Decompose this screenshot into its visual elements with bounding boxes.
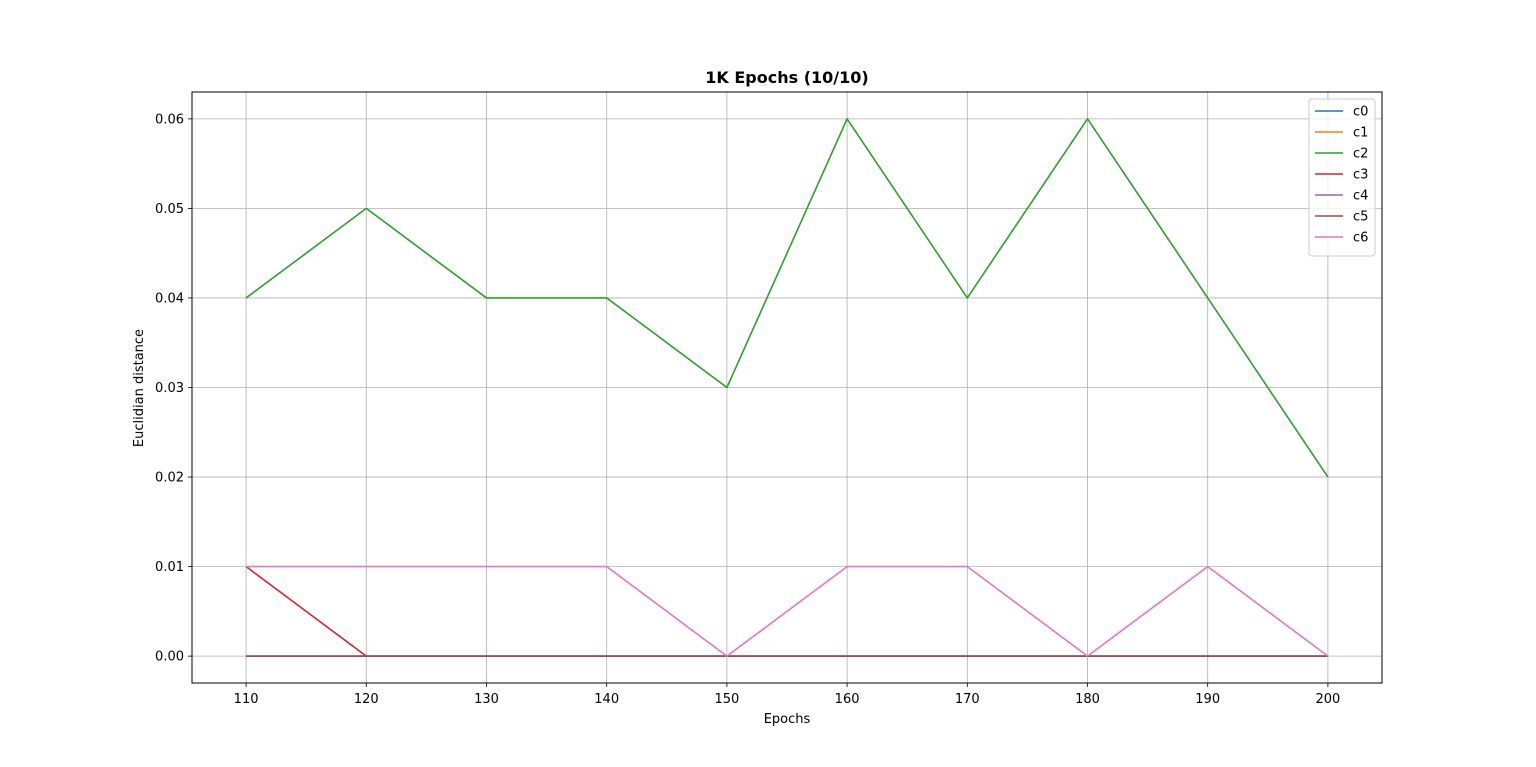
x-tick-label: 200 (1315, 692, 1340, 707)
legend-label-c3: c3 (1353, 168, 1368, 183)
x-tick-label: 170 (955, 692, 980, 707)
y-tick-label: 0.00 (155, 650, 184, 665)
x-tick-label: 150 (714, 692, 739, 707)
series-line-c6 (246, 565, 1329, 657)
series-lines (245, 118, 1329, 657)
legend-label-c2: c2 (1353, 147, 1368, 162)
chart-title: 1K Epochs (10/10) (705, 68, 868, 87)
series-line-c2 (245, 118, 1329, 478)
y-tick-label: 0.05 (155, 202, 184, 217)
y-tick-label: 0.02 (155, 471, 184, 486)
x-tick-label: 190 (1195, 692, 1220, 707)
legend-label-c0: c0 (1353, 105, 1368, 120)
legend: c0 c1 c2 c3 c4 c5 c6 (1308, 98, 1376, 257)
y-axis-label: Euclidian distance (132, 329, 147, 447)
x-tick-label: 160 (835, 692, 860, 707)
x-axis-label: Epochs (764, 712, 811, 727)
x-axis-ticks: 110 120 130 140 150 160 170 180 190 200 (234, 683, 1340, 707)
x-tick-label: 140 (594, 692, 619, 707)
x-tick-label: 180 (1075, 692, 1100, 707)
x-tick-label: 130 (474, 692, 499, 707)
y-tick-label: 0.03 (155, 381, 184, 396)
legend-label-c6: c6 (1353, 231, 1368, 246)
legend-label-c1: c1 (1353, 126, 1368, 141)
x-tick-label: 120 (354, 692, 379, 707)
legend-label-c4: c4 (1353, 189, 1368, 204)
x-tick-label: 110 (234, 692, 259, 707)
legend-label-c5: c5 (1353, 210, 1368, 225)
y-axis-ticks: 0.00 0.01 0.02 0.03 0.04 0.05 0.06 (155, 112, 192, 665)
y-tick-label: 0.04 (155, 291, 184, 306)
y-tick-label: 0.01 (155, 560, 184, 575)
y-tick-label: 0.06 (155, 112, 184, 127)
